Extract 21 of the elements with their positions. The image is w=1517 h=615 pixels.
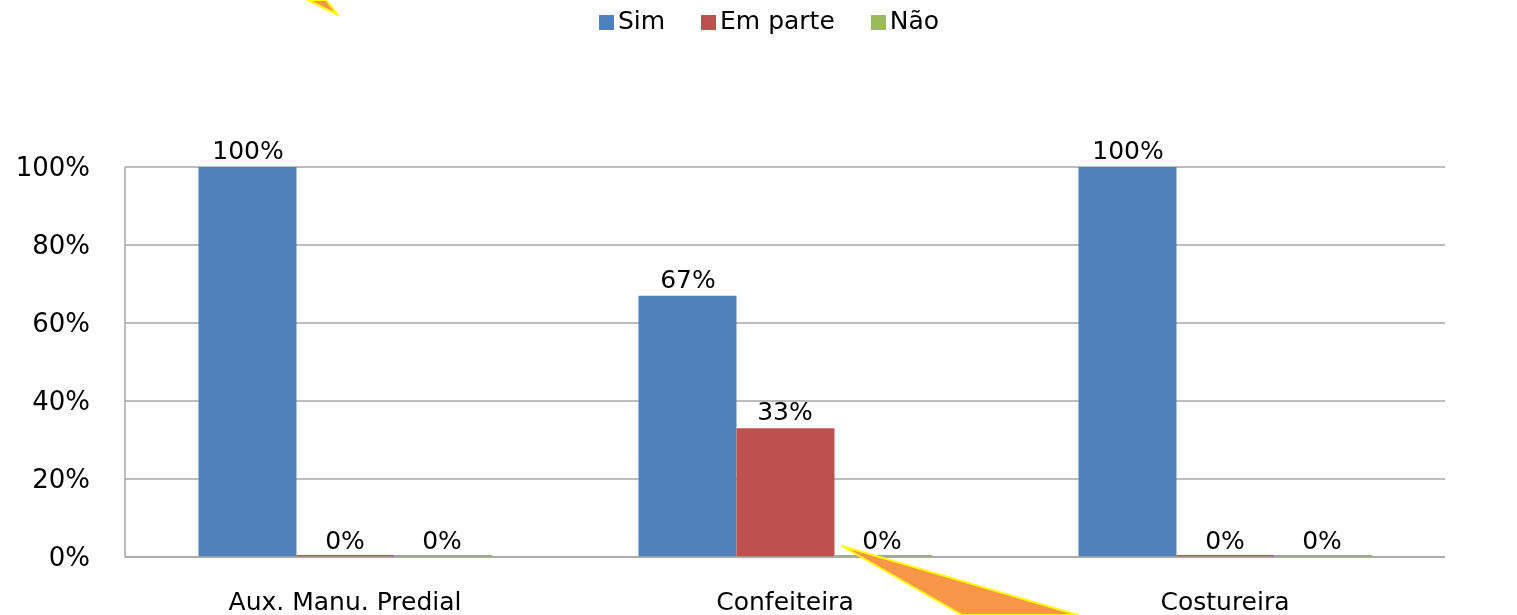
legend-label: Em parte bbox=[720, 6, 835, 35]
legend-label: Sim bbox=[617, 6, 666, 35]
data-label: 33% bbox=[757, 397, 813, 427]
data-label: 100% bbox=[1092, 136, 1164, 165]
y-tick-label: 20% bbox=[32, 464, 90, 495]
legend-label: Não bbox=[889, 6, 940, 35]
x-tick-label: Aux. Manu. Predial bbox=[228, 586, 462, 615]
y-tick-label: 0% bbox=[48, 542, 90, 573]
data-label: 0% bbox=[325, 526, 365, 555]
data-label: 67% bbox=[660, 264, 716, 294]
y-tick-label: 60% bbox=[32, 308, 90, 339]
y-tick-label: 40% bbox=[32, 386, 90, 417]
data-label: 0% bbox=[422, 526, 462, 555]
y-tick-label: 100% bbox=[15, 152, 90, 183]
x-tick-label: Costureira bbox=[1160, 586, 1290, 615]
data-label: 100% bbox=[212, 136, 284, 165]
data-label: 0% bbox=[1205, 526, 1245, 555]
data-label: 0% bbox=[1302, 526, 1342, 555]
x-tick-label: Confeiteira bbox=[716, 586, 854, 615]
data-label: 0% bbox=[862, 526, 902, 555]
y-tick-label: 80% bbox=[32, 230, 90, 261]
